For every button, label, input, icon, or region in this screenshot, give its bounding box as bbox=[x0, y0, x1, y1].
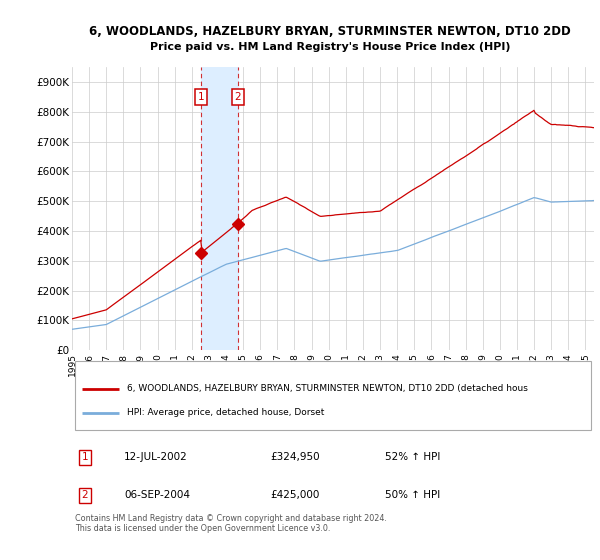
Text: 52% ↑ HPI: 52% ↑ HPI bbox=[385, 452, 440, 463]
Text: 6, WOODLANDS, HAZELBURY BRYAN, STURMINSTER NEWTON, DT10 2DD (detached hous: 6, WOODLANDS, HAZELBURY BRYAN, STURMINST… bbox=[127, 384, 527, 393]
Text: Price paid vs. HM Land Registry's House Price Index (HPI): Price paid vs. HM Land Registry's House … bbox=[150, 42, 510, 52]
Bar bbox=[201, 67, 238, 350]
Text: 1: 1 bbox=[198, 92, 205, 102]
Text: 50% ↑ HPI: 50% ↑ HPI bbox=[385, 490, 440, 500]
Text: 06-SEP-2004: 06-SEP-2004 bbox=[124, 490, 190, 500]
Text: 1: 1 bbox=[82, 452, 88, 463]
FancyBboxPatch shape bbox=[74, 361, 592, 430]
Text: 12-JUL-2002: 12-JUL-2002 bbox=[124, 452, 188, 463]
Text: £425,000: £425,000 bbox=[271, 490, 320, 500]
Text: 2: 2 bbox=[82, 490, 88, 500]
Text: 6, WOODLANDS, HAZELBURY BRYAN, STURMINSTER NEWTON, DT10 2DD: 6, WOODLANDS, HAZELBURY BRYAN, STURMINST… bbox=[89, 25, 571, 38]
Text: £324,950: £324,950 bbox=[271, 452, 320, 463]
Text: 2: 2 bbox=[235, 92, 241, 102]
Text: HPI: Average price, detached house, Dorset: HPI: Average price, detached house, Dors… bbox=[127, 408, 324, 417]
Text: Contains HM Land Registry data © Crown copyright and database right 2024.
This d: Contains HM Land Registry data © Crown c… bbox=[74, 514, 386, 533]
